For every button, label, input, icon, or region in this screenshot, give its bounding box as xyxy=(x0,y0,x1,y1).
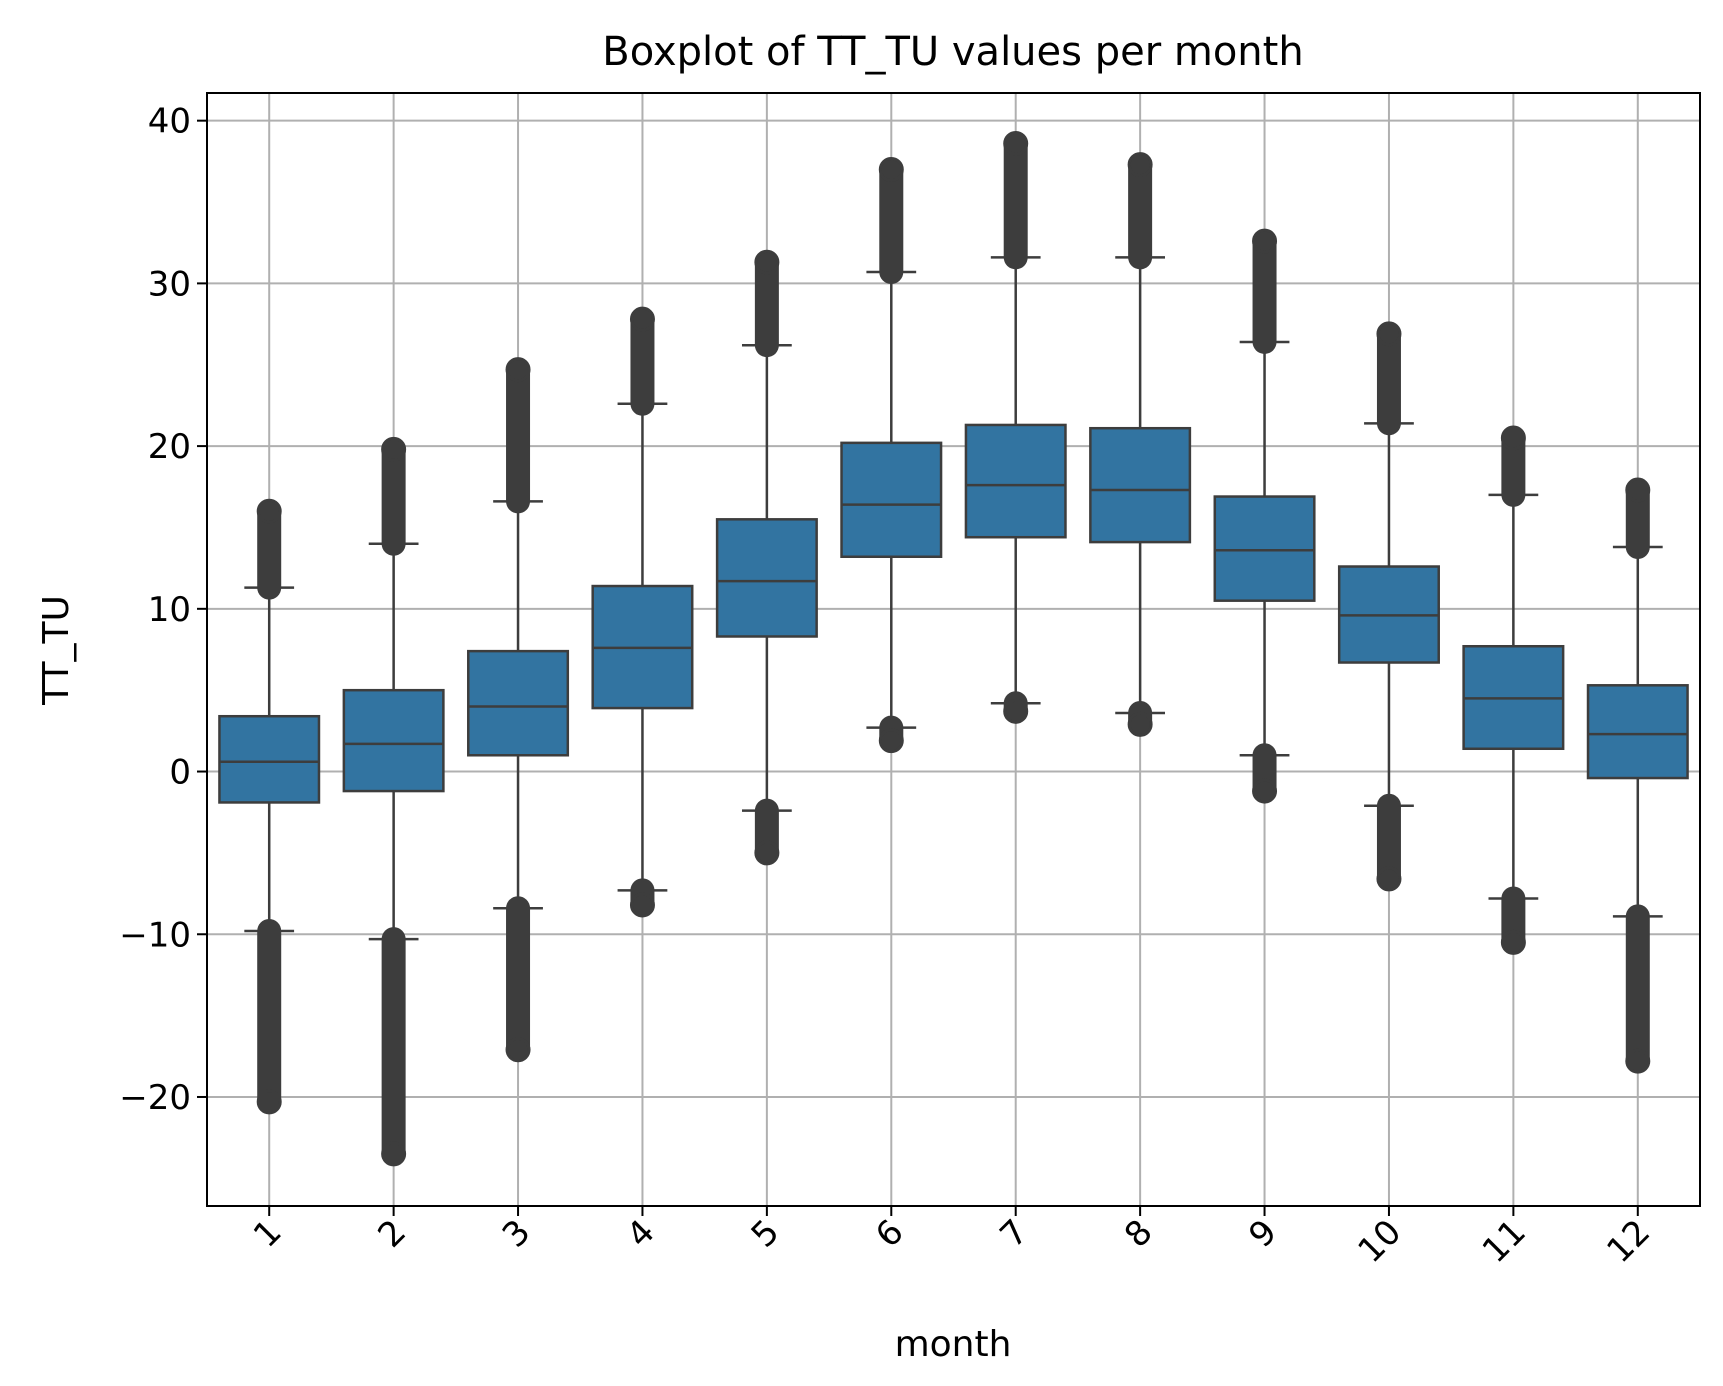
month-box-group xyxy=(964,130,1067,724)
outlier-marker xyxy=(1127,711,1153,737)
y-tick-label: 40 xyxy=(148,102,191,142)
y-tick-label: 10 xyxy=(148,590,191,630)
iqr-box xyxy=(342,688,445,793)
month-box-group xyxy=(1089,152,1192,737)
x-axis-label: month xyxy=(895,1324,1012,1365)
outlier-marker xyxy=(1376,866,1402,892)
outlier-marker xyxy=(1625,477,1651,503)
outlier-marker xyxy=(505,357,531,383)
outlier-marker xyxy=(1003,130,1029,156)
y-tick-label: 30 xyxy=(148,264,191,304)
month-box-group xyxy=(1462,425,1565,955)
month-box-group xyxy=(715,249,818,866)
month-box-group xyxy=(342,436,445,1167)
outlier-marker xyxy=(1252,778,1278,804)
iqr-box xyxy=(840,441,943,559)
outlier-marker xyxy=(381,1141,407,1167)
outlier-marker xyxy=(878,156,904,182)
outlier-marker xyxy=(1376,321,1402,347)
y-tick-label: 20 xyxy=(148,427,191,467)
iqr-box xyxy=(218,714,321,804)
month-box-group xyxy=(1337,321,1440,892)
iqr-box xyxy=(715,518,818,638)
axes-frame xyxy=(206,92,1701,1207)
y-tick-label: −20 xyxy=(119,1078,191,1118)
y-axis-ticks: −20 −10 0 10 20 30 40 xyxy=(119,102,207,1118)
month-box-group xyxy=(1586,477,1689,1074)
outlier-marker xyxy=(629,892,655,918)
outlier-marker xyxy=(256,1089,282,1115)
month-box-group xyxy=(591,306,694,918)
outlier-marker xyxy=(754,249,780,275)
outlier-marker xyxy=(754,840,780,866)
outlier-marker xyxy=(381,436,407,462)
outlier-marker xyxy=(1003,698,1029,724)
outlier-marker xyxy=(1625,1048,1651,1074)
y-tick-label: 0 xyxy=(169,753,191,793)
month-box-group xyxy=(218,498,321,1115)
month-box-group xyxy=(840,156,943,754)
outlier-marker xyxy=(505,1037,531,1063)
outlier-marker xyxy=(256,498,282,524)
y-tick-label: −10 xyxy=(119,915,191,955)
outlier-marker xyxy=(878,728,904,754)
iqr-box xyxy=(964,423,1067,539)
iqr-box xyxy=(1089,426,1192,544)
boxes-group xyxy=(218,130,1689,1167)
iqr-box xyxy=(1586,684,1689,780)
outlier-marker xyxy=(1127,152,1153,178)
iqr-box xyxy=(1213,495,1316,602)
outlier-marker xyxy=(1252,228,1278,254)
month-box-group xyxy=(467,357,570,1063)
outlier-marker xyxy=(629,306,655,332)
y-axis-label: TT_TU xyxy=(36,595,77,706)
iqr-box xyxy=(467,649,570,757)
outlier-marker xyxy=(1500,425,1526,451)
chart-title: Boxplot of TT_TU values per month xyxy=(602,29,1303,75)
outlier-marker xyxy=(1500,929,1526,955)
month-box-group xyxy=(1213,228,1316,804)
